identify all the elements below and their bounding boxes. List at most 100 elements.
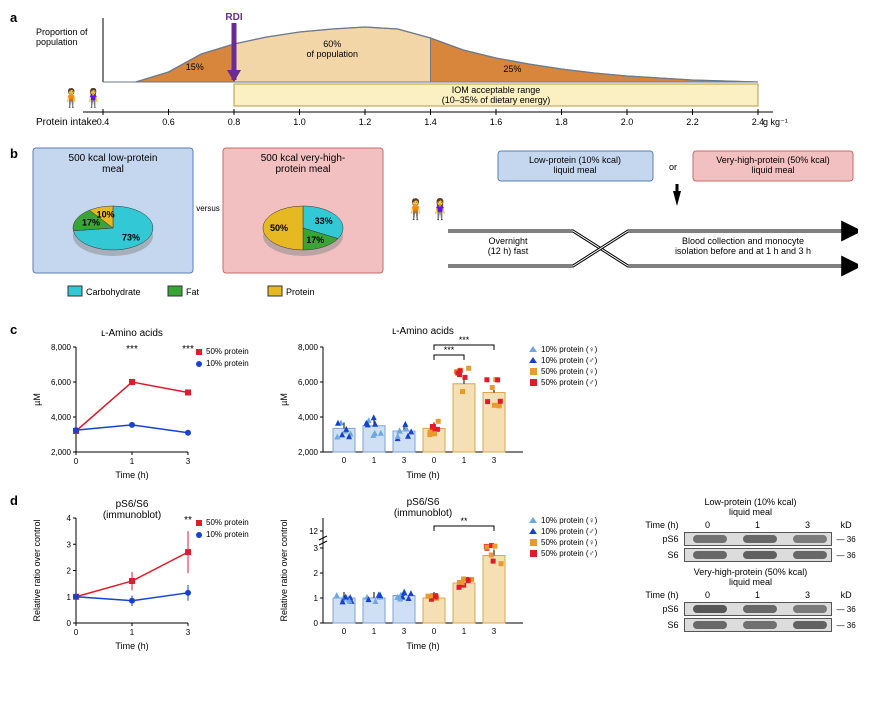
svg-text:2.2: 2.2 xyxy=(686,117,699,127)
svg-text:2,000: 2,000 xyxy=(298,448,319,457)
svg-text:25%: 25% xyxy=(503,64,521,74)
svg-text:0: 0 xyxy=(342,456,347,465)
svg-text:0: 0 xyxy=(74,457,79,466)
svg-text:pS6/S6(immunoblot): pS6/S6(immunoblot) xyxy=(103,499,161,521)
svg-text:Protein: Protein xyxy=(286,287,315,297)
svg-text:RDI: RDI xyxy=(225,12,242,23)
svg-text:0.8: 0.8 xyxy=(228,117,241,127)
panel-c-label: c xyxy=(10,322,28,337)
panel-a-distribution: Proportion ofpopulation15%60%of populati… xyxy=(28,10,788,140)
svg-text:0: 0 xyxy=(342,627,347,636)
svg-text:pS6/S6(immunoblot): pS6/S6(immunoblot) xyxy=(394,497,452,519)
svg-text:3: 3 xyxy=(402,456,407,465)
svg-text:0: 0 xyxy=(314,619,319,628)
panel-c-line: 2,0004,0006,0008,000013ʟ-Amino acidsTime… xyxy=(28,322,273,487)
svg-text:10%: 10% xyxy=(97,210,115,220)
svg-text:4,000: 4,000 xyxy=(298,413,319,422)
svg-text:6,000: 6,000 xyxy=(298,378,319,387)
svg-text:or: or xyxy=(669,162,677,172)
svg-text:1.2: 1.2 xyxy=(359,117,372,127)
svg-text:3: 3 xyxy=(492,456,497,465)
svg-text:2: 2 xyxy=(67,567,72,576)
svg-text:Time (h): Time (h) xyxy=(406,470,439,480)
svg-text:Overnight(12 h) fast: Overnight(12 h) fast xyxy=(488,236,529,256)
svg-text:1.6: 1.6 xyxy=(490,117,503,127)
svg-text:1.4: 1.4 xyxy=(424,117,437,127)
svg-text:10% protein (♀): 10% protein (♀) xyxy=(541,516,598,525)
svg-text:0: 0 xyxy=(67,619,72,628)
svg-text:50% protein (♂): 50% protein (♂) xyxy=(541,549,598,558)
panel-c-bar: 2,0004,0006,0008,000ʟ-Amino acidsµMTime … xyxy=(273,322,653,487)
svg-text:versus: versus xyxy=(196,204,220,213)
svg-text:ʟ-Amino acids: ʟ-Amino acids xyxy=(101,328,163,339)
svg-text:Relative ratio over control: Relative ratio over control xyxy=(32,519,42,621)
svg-text:Time (h): Time (h) xyxy=(406,641,439,651)
svg-text:10% protein (♂): 10% protein (♂) xyxy=(541,356,598,365)
panel-d-line: 01234013pS6/S6(immunoblot)Time (h)Relati… xyxy=(28,493,273,668)
svg-text:2: 2 xyxy=(314,569,319,578)
svg-text:33%: 33% xyxy=(315,216,333,226)
svg-text:3: 3 xyxy=(402,627,407,636)
svg-text:ʟ-Amino acids: ʟ-Amino acids xyxy=(392,326,454,337)
panel-d-blots: Low-protein (10% kcal)liquid mealTime (h… xyxy=(633,493,868,635)
svg-text:1.0: 1.0 xyxy=(293,117,306,127)
svg-text:1: 1 xyxy=(67,593,72,602)
svg-text:g kg⁻¹ d⁻¹: g kg⁻¹ d⁻¹ xyxy=(763,117,788,127)
panel-b-flow: Low-protein (10% kcal)liquid mealVery-hi… xyxy=(388,146,858,296)
svg-text:4: 4 xyxy=(67,514,72,523)
svg-text:***: *** xyxy=(126,344,138,355)
svg-text:15%: 15% xyxy=(186,62,204,72)
svg-text:**: ** xyxy=(184,515,192,526)
svg-text:0: 0 xyxy=(432,456,437,465)
svg-text:10% protein (♂): 10% protein (♂) xyxy=(541,527,598,536)
svg-text:Protein intake: Protein intake xyxy=(36,117,98,128)
svg-text:1.8: 1.8 xyxy=(555,117,568,127)
svg-text:🧍🧍‍♀️: 🧍🧍‍♀️ xyxy=(60,87,105,108)
svg-text:0.4: 0.4 xyxy=(97,117,110,127)
svg-text:73%: 73% xyxy=(122,232,140,242)
svg-text:3: 3 xyxy=(186,628,191,637)
svg-text:***: *** xyxy=(459,335,470,345)
panel-d-bar: 012312pS6/S6(immunoblot)Relative ratio o… xyxy=(273,493,633,668)
svg-text:Proportion ofpopulation: Proportion ofpopulation xyxy=(36,27,88,47)
svg-text:50% protein: 50% protein xyxy=(206,518,249,527)
svg-text:Blood collection and monocytei: Blood collection and monocyteisolation b… xyxy=(675,236,811,256)
svg-text:3: 3 xyxy=(314,544,319,553)
svg-text:Relative ratio over control: Relative ratio over control xyxy=(279,519,289,621)
svg-text:50% protein: 50% protein xyxy=(206,347,249,356)
svg-text:2.0: 2.0 xyxy=(621,117,634,127)
svg-text:1: 1 xyxy=(462,627,467,636)
svg-text:6,000: 6,000 xyxy=(51,378,72,387)
svg-text:Time (h): Time (h) xyxy=(115,470,148,480)
panel-b-label: b xyxy=(10,146,28,161)
svg-text:**: ** xyxy=(460,516,468,526)
svg-text:Time (h): Time (h) xyxy=(115,641,148,651)
svg-text:50% protein (♀): 50% protein (♀) xyxy=(541,538,598,547)
svg-text:1: 1 xyxy=(372,627,377,636)
svg-text:1: 1 xyxy=(314,594,319,603)
panel-b-pies: 500 kcal low-proteinmeal73%17%10%versus5… xyxy=(28,146,388,316)
panel-a-label: a xyxy=(10,10,28,25)
svg-text:0: 0 xyxy=(432,627,437,636)
svg-text:***: *** xyxy=(182,344,194,355)
svg-text:🧍🧍‍♀️: 🧍🧍‍♀️ xyxy=(403,197,453,221)
svg-text:10% protein: 10% protein xyxy=(206,530,249,539)
svg-text:10% protein (♀): 10% protein (♀) xyxy=(541,345,598,354)
svg-text:50%: 50% xyxy=(270,223,288,233)
svg-text:0.6: 0.6 xyxy=(162,117,175,127)
svg-text:12: 12 xyxy=(309,527,318,536)
svg-text:Fat: Fat xyxy=(186,287,200,297)
svg-text:1: 1 xyxy=(462,456,467,465)
svg-text:50% protein (♀): 50% protein (♀) xyxy=(541,367,598,376)
svg-text:3: 3 xyxy=(186,457,191,466)
svg-text:IOM acceptable range(10–35% of: IOM acceptable range(10–35% of dietary e… xyxy=(442,85,551,105)
panel-d-label: d xyxy=(10,493,28,508)
svg-text:1: 1 xyxy=(372,456,377,465)
svg-text:0: 0 xyxy=(74,628,79,637)
svg-text:8,000: 8,000 xyxy=(51,343,72,352)
svg-text:17%: 17% xyxy=(306,235,324,245)
svg-text:50% protein (♂): 50% protein (♂) xyxy=(541,378,598,387)
svg-text:10% protein: 10% protein xyxy=(206,359,249,368)
svg-text:3: 3 xyxy=(492,627,497,636)
svg-text:2,000: 2,000 xyxy=(51,448,72,457)
